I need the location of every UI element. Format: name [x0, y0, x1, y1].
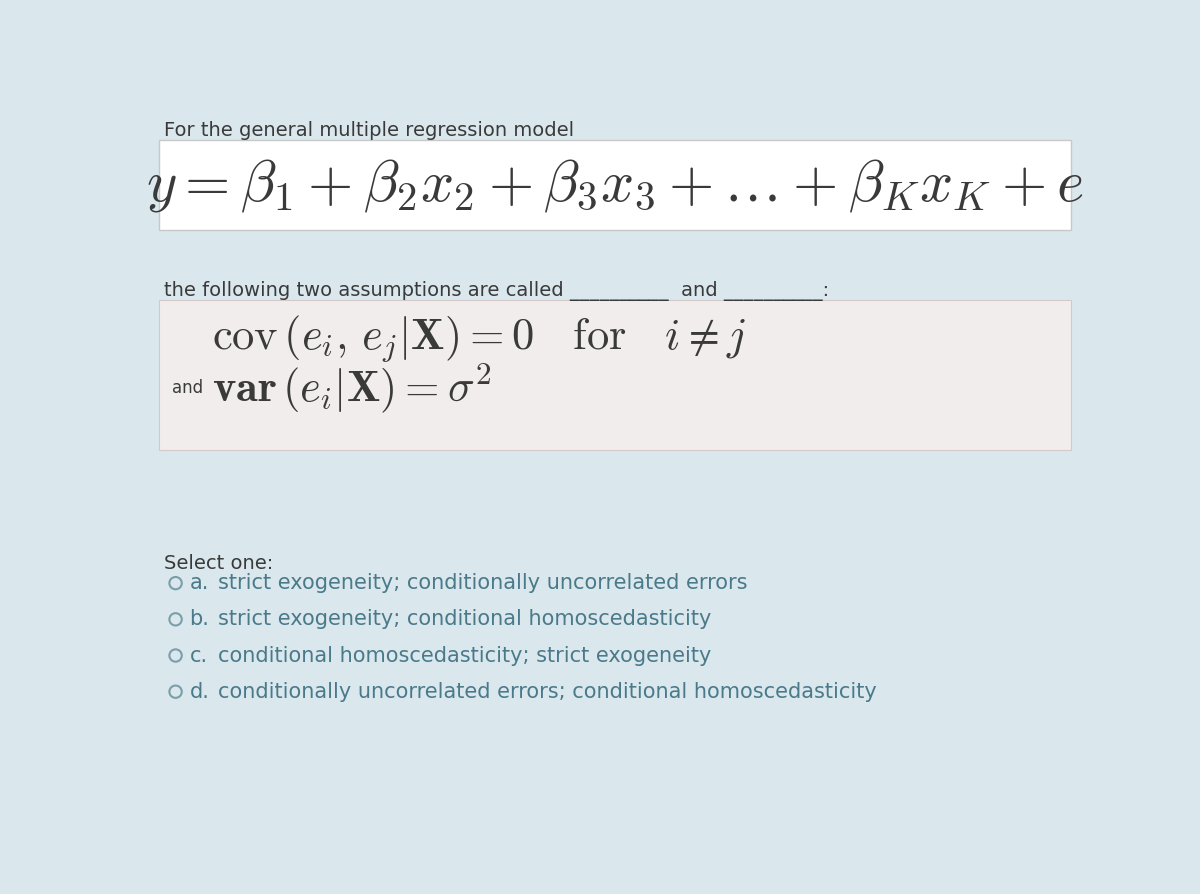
Text: and: and — [172, 379, 203, 397]
Text: conditional homoscedasticity; strict exogeneity: conditional homoscedasticity; strict exo… — [218, 645, 712, 665]
Text: $y = \beta_1 + \beta_2 x_2 + \beta_3 x_3 + \ldots + \beta_K x_K + e$: $y = \beta_1 + \beta_2 x_2 + \beta_3 x_3… — [146, 156, 1084, 214]
Text: d.: d. — [190, 682, 210, 702]
Text: For the general multiple regression model: For the general multiple regression mode… — [164, 122, 574, 140]
FancyBboxPatch shape — [160, 299, 1070, 450]
Text: conditionally uncorrelated errors; conditional homoscedasticity: conditionally uncorrelated errors; condi… — [218, 682, 877, 702]
Text: b.: b. — [190, 610, 210, 629]
Text: $\mathrm{cov}\,(e_i,\, e_j|\mathbf{X}) = 0 \quad \mathrm{for} \quad i \neq j$: $\mathrm{cov}\,(e_i,\, e_j|\mathbf{X}) =… — [212, 313, 746, 364]
Text: the following two assumptions are called __________  and __________:: the following two assumptions are called… — [164, 281, 829, 300]
FancyBboxPatch shape — [160, 139, 1070, 231]
Text: Select one:: Select one: — [164, 554, 274, 573]
Text: strict exogeneity; conditionally uncorrelated errors: strict exogeneity; conditionally uncorre… — [218, 573, 748, 593]
Text: a.: a. — [190, 573, 209, 593]
Text: c.: c. — [190, 645, 208, 665]
Text: strict exogeneity; conditional homoscedasticity: strict exogeneity; conditional homosceda… — [218, 610, 712, 629]
Text: $\mathbf{var}\,(e_i|\mathbf{X}) = \sigma^2$: $\mathbf{var}\,(e_i|\mathbf{X}) = \sigma… — [212, 361, 492, 416]
